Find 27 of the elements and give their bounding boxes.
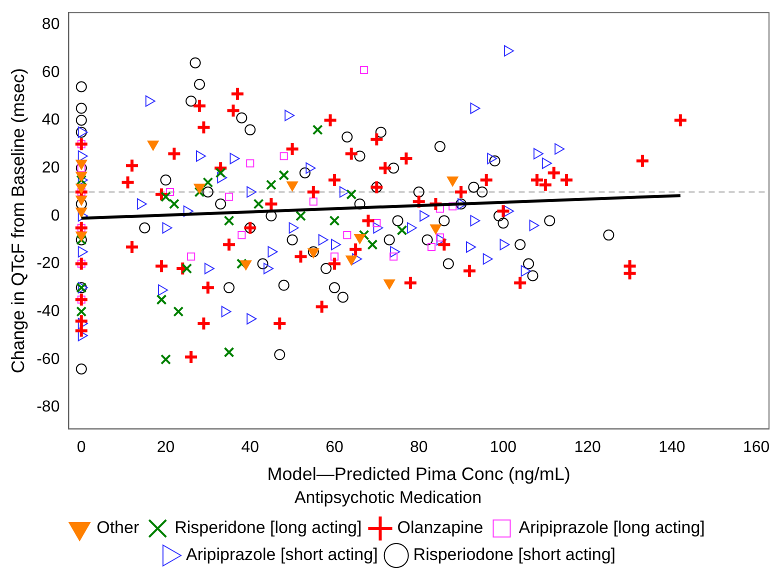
x-tick-label: 160	[742, 438, 770, 456]
y-tick-label: -80	[36, 398, 60, 416]
y-axis-title: Change in QTcF from Baseline (msec)	[8, 68, 28, 374]
x-tick-label: 140	[658, 438, 686, 456]
y-tick-label: 80	[42, 16, 60, 33]
x-axis-title: Model—Predicted Pima Conc (ng/mL)	[267, 464, 570, 484]
x-tick-label: 60	[326, 438, 344, 456]
x-tick-label: 80	[410, 438, 428, 456]
y-tick-label: -40	[36, 303, 60, 320]
legend-label: Risperidone [long acting]	[174, 518, 362, 538]
y-tick-label: 20	[42, 159, 60, 176]
legend-label: Aripiprazole [short acting]	[186, 545, 378, 564]
x-tick-label: 120	[574, 438, 602, 456]
x-tick-label: 0	[76, 438, 86, 456]
y-tick-label: -20	[36, 255, 60, 272]
legend-label: Olanzapine	[397, 518, 484, 538]
x-tick-label: 20	[156, 438, 175, 456]
legend-label: Aripiprazole [long acting]	[518, 518, 705, 538]
y-tick-label: 0	[50, 207, 60, 224]
y-tick-label: 40	[42, 112, 60, 129]
legend-title: Antipsychotic Medication	[294, 488, 482, 507]
x-tick-label: 100	[490, 438, 517, 456]
legend-label: Other	[96, 518, 140, 538]
y-tick-label: 60	[42, 64, 60, 81]
x-tick-label: 40	[241, 438, 260, 456]
y-tick-label: -60	[36, 350, 60, 368]
legend-label: Risperiodone [short acting]	[413, 545, 616, 564]
